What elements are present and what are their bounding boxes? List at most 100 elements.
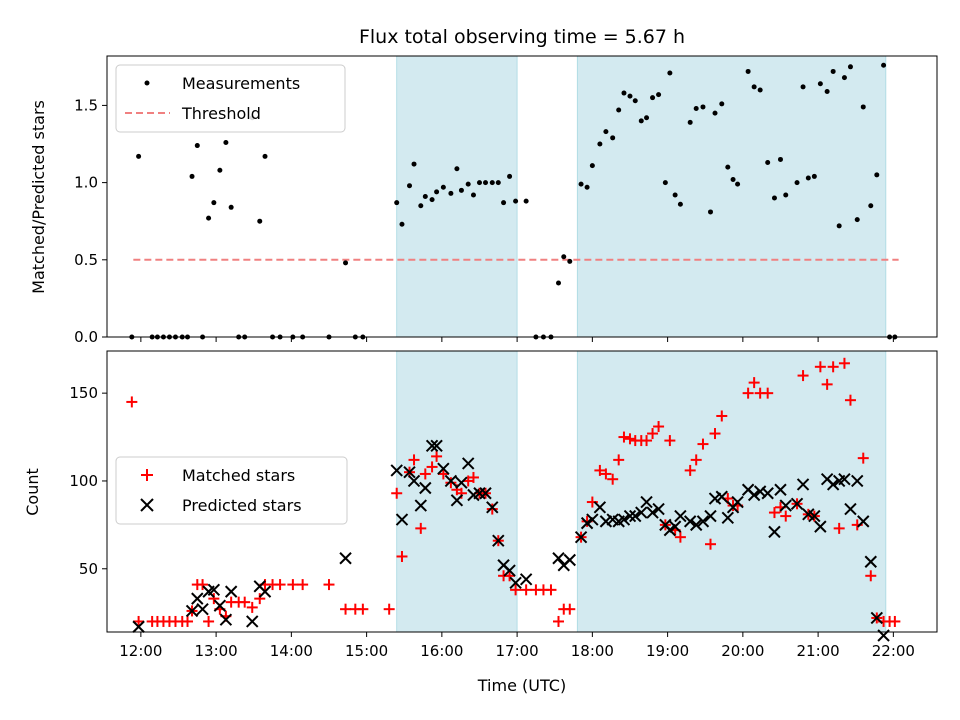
predicted-point [455, 476, 468, 489]
predicted-point [414, 499, 427, 512]
measurement-point [616, 107, 622, 113]
measurement-point [745, 68, 751, 74]
matched-point [357, 603, 369, 615]
x-tick-label: 21:00 [796, 642, 839, 660]
predicted-point [774, 483, 787, 496]
measurement-point [650, 95, 656, 101]
shaded-interval-0 [396, 55, 518, 338]
legend-matched-marker [141, 469, 153, 481]
measurement-point [458, 187, 464, 193]
predicted-point [761, 487, 774, 500]
matched-point [697, 438, 709, 450]
measurement-point [817, 81, 823, 87]
legend-threshold-label: Threshold [181, 104, 261, 123]
matched-point [838, 357, 850, 369]
measurement-point [805, 175, 811, 181]
predicted-point [689, 518, 703, 532]
x-tick-label: 18:00 [571, 642, 614, 660]
predicted-point [339, 552, 352, 565]
predicted-point [213, 599, 227, 612]
matched-point [545, 584, 557, 596]
matched-point [564, 603, 576, 615]
predicted-point [258, 585, 272, 598]
legend-predicted-label: Predicted stars [182, 496, 302, 515]
measurement-point [418, 203, 424, 209]
measurement-point [194, 143, 200, 149]
y-tick-label: 1.5 [74, 96, 98, 114]
bottom-legend: Matched stars Predicted stars [115, 456, 348, 525]
matched-point [889, 615, 901, 627]
matched-point [600, 468, 612, 480]
measurement-point [513, 198, 519, 204]
matched-point [431, 450, 443, 462]
predicted-point [674, 509, 687, 523]
matched-point [618, 431, 630, 443]
predicted-point [407, 474, 421, 488]
predicted-point [395, 513, 409, 526]
matched-point [426, 461, 438, 473]
predicted-point [207, 583, 221, 597]
matched-point [768, 507, 780, 519]
predicted-point [808, 509, 821, 523]
measurement-point [507, 173, 513, 179]
measurement-point [800, 84, 806, 90]
top-legend-box [115, 64, 346, 133]
matched-point [704, 538, 716, 550]
measurement-point [667, 70, 673, 76]
predicted-point [796, 478, 810, 491]
measurement-point [399, 221, 405, 227]
matched-point [674, 531, 686, 543]
bottom-y-axis: 50 100 150 [69, 384, 107, 578]
measurement-point [860, 104, 866, 110]
top-shaded-regions [396, 55, 887, 338]
measurement-point [707, 209, 713, 215]
predicted-point [668, 520, 682, 533]
matched-point [415, 522, 427, 534]
x-tick-label: 14:00 [270, 642, 313, 660]
predicted-point [196, 602, 209, 616]
bottom-predicted-points [132, 439, 890, 642]
matched-point [297, 579, 309, 591]
predicted-point [390, 464, 403, 477]
matched-point [504, 570, 516, 582]
predicted-point [814, 520, 827, 533]
measurement-point [211, 200, 217, 206]
legend-measurements-marker [144, 80, 150, 86]
measurement-point [603, 129, 609, 135]
predicted-point [663, 523, 677, 537]
matched-point [780, 510, 792, 522]
measurement-point [830, 68, 836, 74]
measurement-point [632, 98, 638, 104]
top-x-ticks [140, 337, 894, 342]
measurement-point [712, 110, 718, 116]
measurement-point [881, 62, 887, 68]
measurement-point [343, 260, 349, 266]
measurement-point [735, 181, 741, 187]
measurement-point [656, 92, 662, 98]
matched-point [437, 468, 449, 480]
measurement-point [824, 89, 830, 95]
measurement-point [476, 180, 482, 186]
predicted-point [574, 530, 588, 544]
predicted-point [715, 490, 728, 503]
measurement-point [136, 153, 142, 159]
measurement-point [584, 184, 590, 190]
measurement-point [189, 173, 195, 179]
top-y-axis-title: Matched/Predicted stars [29, 100, 48, 294]
predicted-point [864, 555, 877, 568]
measurement-point [700, 104, 706, 110]
measurement-point [429, 197, 435, 203]
predicted-point [870, 611, 884, 625]
x-tick-label: 12:00 [119, 642, 162, 660]
measurement-point [847, 64, 853, 70]
predicted-point [503, 564, 516, 577]
measurement-point [394, 200, 400, 206]
measurement-point [228, 204, 234, 210]
matched-point [827, 361, 839, 373]
predicted-point [646, 506, 659, 519]
matched-point [486, 503, 498, 515]
matched-point [716, 410, 728, 422]
matched-point [653, 421, 665, 433]
x-tick-label: 13:00 [194, 642, 237, 660]
